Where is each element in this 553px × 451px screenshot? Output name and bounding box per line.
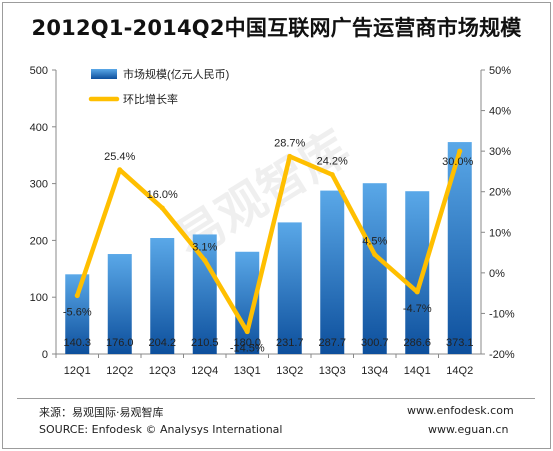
y-right-tick-label: -20% bbox=[489, 349, 515, 361]
y-left-tick-label: 300 bbox=[30, 179, 48, 191]
growth-rate-label: -14.5% bbox=[230, 343, 265, 355]
y-right-tick-label: 50% bbox=[489, 65, 511, 77]
growth-rate-point bbox=[244, 329, 250, 335]
x-tick-label: 13Q3 bbox=[319, 365, 346, 377]
y-left-tick-label: 100 bbox=[30, 292, 48, 304]
bar-value-label: 373.1 bbox=[446, 337, 474, 349]
x-tick-label: 13Q1 bbox=[234, 365, 261, 377]
growth-rate-point bbox=[117, 167, 123, 173]
growth-rate-point bbox=[372, 252, 378, 258]
x-tick-label: 12Q2 bbox=[106, 365, 133, 377]
growth-rate-label: 16.0% bbox=[147, 189, 178, 201]
y-left-tick-label: 0 bbox=[42, 349, 48, 361]
growth-rate-label: 3.1% bbox=[192, 241, 217, 253]
bar-line-chart: 易观智库0100200300400500-20%-10%0%10%20%30%4… bbox=[30, 65, 515, 377]
growth-rate-label: 28.7% bbox=[274, 137, 305, 149]
growth-rate-point bbox=[414, 289, 420, 295]
legend-bar-label: 市场规模(亿元人民币) bbox=[123, 67, 229, 81]
x-tick-label: 12Q3 bbox=[149, 365, 176, 377]
y-left-tick-label: 500 bbox=[30, 65, 48, 77]
x-tick-label: 13Q2 bbox=[276, 365, 303, 377]
source-en: SOURCE: Enfodesk © Analysys Internationa… bbox=[39, 423, 283, 436]
growth-rate-point bbox=[457, 148, 463, 154]
growth-rate-label: 24.2% bbox=[317, 156, 348, 168]
bar-value-label: 140.3 bbox=[63, 337, 91, 349]
y-left-tick-label: 400 bbox=[30, 122, 48, 134]
bar bbox=[405, 191, 430, 354]
bar-value-label: 176.0 bbox=[106, 337, 134, 349]
y-left-tick-label: 200 bbox=[30, 235, 48, 247]
footer-url-eguan: www.eguan.cn bbox=[428, 423, 509, 436]
y-right-tick-label: -10% bbox=[489, 308, 515, 320]
bar-value-label: 231.7 bbox=[276, 337, 304, 349]
growth-rate-point bbox=[159, 205, 165, 211]
growth-rate-point bbox=[329, 172, 335, 178]
bar-value-label: 300.7 bbox=[361, 337, 389, 349]
legend-bar-swatch bbox=[91, 69, 117, 79]
footer-url-enfodesk: www.enfodesk.com bbox=[407, 404, 514, 417]
growth-rate-label: 30.0% bbox=[442, 156, 473, 168]
bar-value-label: 204.2 bbox=[148, 337, 176, 349]
bar bbox=[277, 222, 302, 354]
source-cn: 来源：易观国际·易观智库 bbox=[39, 406, 164, 419]
y-right-tick-label: 10% bbox=[489, 227, 511, 239]
footer-divider bbox=[17, 398, 535, 399]
growth-rate-label: 25.4% bbox=[104, 151, 135, 163]
x-tick-label: 12Q1 bbox=[64, 365, 91, 377]
bar bbox=[107, 254, 132, 354]
x-tick-label: 14Q2 bbox=[446, 365, 473, 377]
bar bbox=[150, 238, 175, 354]
y-right-tick-label: 0% bbox=[489, 268, 505, 280]
y-right-tick-label: 20% bbox=[489, 187, 511, 199]
y-right-tick-label: 40% bbox=[489, 106, 511, 118]
growth-rate-label: -4.7% bbox=[403, 303, 432, 315]
x-tick-label: 12Q4 bbox=[191, 365, 218, 377]
bar-value-label: 287.7 bbox=[318, 337, 346, 349]
growth-rate-point bbox=[202, 257, 208, 263]
chart-title: 2012Q1-2014Q2中国互联网广告运营商市场规模 bbox=[31, 16, 522, 40]
x-tick-label: 13Q4 bbox=[361, 365, 388, 377]
legend-line-label: 环比增长率 bbox=[123, 92, 178, 106]
growth-rate-point bbox=[74, 293, 80, 299]
y-right-tick-label: 30% bbox=[489, 146, 511, 158]
growth-rate-label: -5.6% bbox=[63, 307, 92, 319]
bar bbox=[362, 183, 387, 354]
bar bbox=[320, 190, 345, 354]
bar bbox=[65, 274, 90, 354]
bar-value-label: 286.6 bbox=[403, 337, 431, 349]
growth-rate-line bbox=[75, 148, 462, 334]
bar-value-label: 180.0 bbox=[233, 337, 261, 349]
x-tick-label: 14Q1 bbox=[404, 365, 431, 377]
growth-rate-point bbox=[287, 153, 293, 159]
growth-rate-label: 4.5% bbox=[362, 236, 387, 248]
bar-value-label: 210.5 bbox=[191, 337, 219, 349]
bar bbox=[192, 234, 217, 354]
